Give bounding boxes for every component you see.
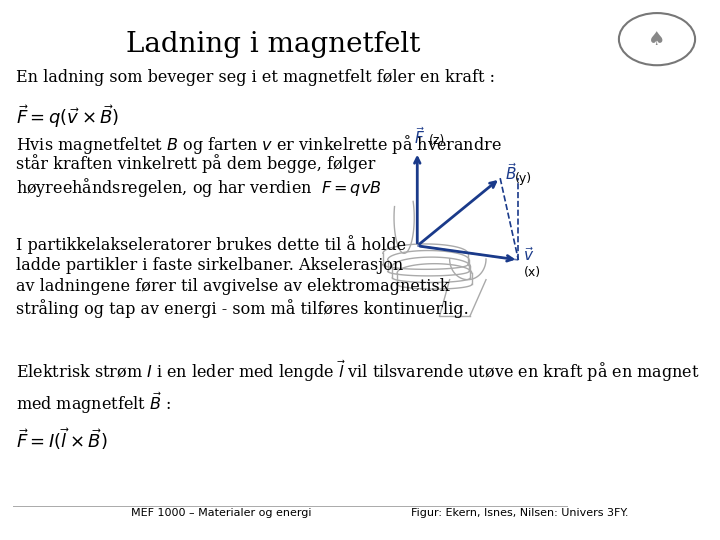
Text: (x): (x) xyxy=(523,266,541,279)
Text: (y): (y) xyxy=(516,172,533,185)
Text: $\vec{F} = I(\vec{l} \times \vec{B})$: $\vec{F} = I(\vec{l} \times \vec{B})$ xyxy=(16,426,107,451)
Text: ladde partikler i faste sirkelbaner. Akselerasjon: ladde partikler i faste sirkelbaner. Aks… xyxy=(16,256,403,274)
Text: høyreehåndsregelen, og har verdien  $F = qvB$: høyreehåndsregelen, og har verdien $F = … xyxy=(16,176,382,199)
Text: En ladning som beveger seg i et magnetfelt føler en kraft :: En ladning som beveger seg i et magnetfe… xyxy=(16,69,495,85)
Text: ♠: ♠ xyxy=(648,30,666,49)
Text: I partikkelakseleratorer brukes dette til å holde: I partikkelakseleratorer brukes dette ti… xyxy=(16,235,406,254)
Text: med magnetfelt $\vec{B}$ :: med magnetfelt $\vec{B}$ : xyxy=(16,391,171,416)
Text: Hvis magnetfeltet $B$ og farten $v$ er vinkelrette på hverandre: Hvis magnetfeltet $B$ og farten $v$ er v… xyxy=(16,133,501,156)
Text: $\vec{B}$: $\vec{B}$ xyxy=(505,162,518,183)
Text: Elektrisk strøm $I$ i en leder med lengde $\vec{l}$ vil tilsvarende utøve en kra: Elektrisk strøm $I$ i en leder med lengd… xyxy=(16,359,700,384)
Text: MEF 1000 – Materialer og energi: MEF 1000 – Materialer og energi xyxy=(130,508,311,518)
Text: stråling og tap av energi - som må tilføres kontinuerlig.: stråling og tap av energi - som må tilfø… xyxy=(16,300,469,319)
Text: $\vec{F} = q(\vec{v} \times \vec{B})$: $\vec{F} = q(\vec{v} \times \vec{B})$ xyxy=(16,104,120,130)
Text: $\vec{v}$: $\vec{v}$ xyxy=(523,246,535,264)
Text: (z): (z) xyxy=(429,134,445,147)
Text: av ladningene fører til avgivelse av elektromagnetisk: av ladningene fører til avgivelse av ele… xyxy=(16,278,449,295)
Text: Ladning i magnetfelt: Ladning i magnetfelt xyxy=(126,31,420,58)
Text: Figur: Ekern, Isnes, Nilsen: Univers 3FY.: Figur: Ekern, Isnes, Nilsen: Univers 3FY… xyxy=(412,508,629,518)
Text: står kraften vinkelrett på dem begge, følger: står kraften vinkelrett på dem begge, fø… xyxy=(16,154,375,173)
Text: $\vec{F}$: $\vec{F}$ xyxy=(414,126,425,147)
